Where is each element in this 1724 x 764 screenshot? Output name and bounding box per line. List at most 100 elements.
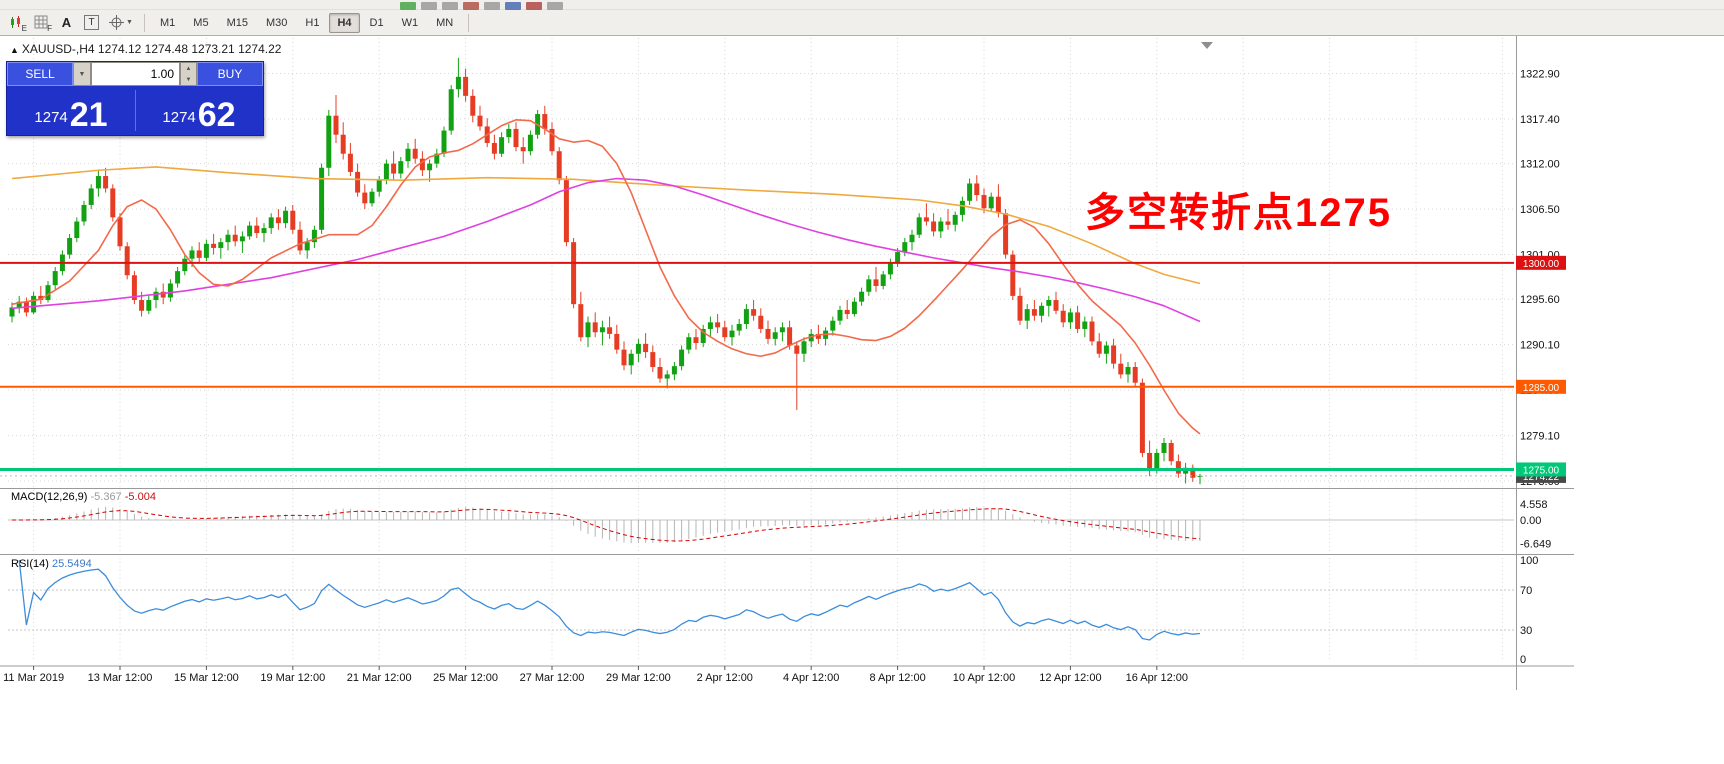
macd-name: MACD(12,26,9) — [11, 491, 88, 503]
grid-icon[interactable]: F — [29, 12, 54, 34]
macd-signal-value: -5.004 — [124, 491, 156, 503]
svg-text:-6.649: -6.649 — [1520, 539, 1551, 551]
ma-slow-orange — [11, 166, 1201, 285]
svg-text:70: 70 — [1520, 585, 1532, 597]
svg-text:1306.50: 1306.50 — [1520, 204, 1560, 216]
buy-price-pips: 62 — [197, 96, 236, 135]
timeframe-button-w1[interactable]: W1 — [401, 16, 419, 29]
time-axis: 11 Mar 2019 13 Mar 12:00 15 Mar 12:00 19 Ma… — [3, 666, 1188, 684]
symbol-ohlc-header: ▲ XAUUSD-,H4 1274.12 1274.48 1273.21 1274… — [10, 42, 281, 56]
clipped-icon — [547, 2, 563, 10]
clipped-icon — [400, 2, 416, 10]
macd-panel — [11, 506, 1201, 544]
timeframe-button-d1[interactable]: D1 — [369, 16, 384, 29]
chart-window-icon[interactable]: E — [4, 12, 29, 34]
ma-mid-magenta — [11, 177, 1201, 323]
svg-text:1274.22: 1274.22 — [1523, 472, 1560, 483]
chart-icon-letter: E — [21, 23, 27, 33]
clipped-icon — [421, 2, 437, 10]
volume-input[interactable]: 1.00 — [91, 62, 180, 86]
timeframe-button-m15[interactable]: M15 — [226, 16, 248, 29]
volume-stepper[interactable]: ▲ ▼ — [180, 62, 197, 86]
macd-indicator-label: MACD(12,26,9) -5.367 -5.004 — [11, 491, 156, 503]
sell-button[interactable]: SELL — [7, 62, 73, 86]
timeframe-button-h1[interactable]: H1 — [305, 16, 320, 29]
svg-text:1290.10: 1290.10 — [1520, 340, 1560, 352]
text-tool-icon[interactable]: T — [79, 12, 104, 34]
svg-text:30: 30 — [1520, 625, 1532, 637]
svg-text:10 Apr 12:00: 10 Apr 12:00 — [953, 672, 1015, 684]
svg-text:27 Mar 12:00: 27 Mar 12:00 — [520, 672, 585, 684]
svg-text:11 Mar 2019: 11 Mar 2019 — [3, 672, 64, 684]
svg-text:1279.10: 1279.10 — [1520, 431, 1560, 443]
toolbar-separator — [468, 13, 470, 32]
svg-text:1275.00: 1275.00 — [1523, 465, 1560, 476]
chevron-down-icon: ▼ — [78, 70, 86, 78]
svg-text:1295.60: 1295.60 — [1520, 294, 1560, 306]
clipped-toolbar-row — [0, 0, 1724, 10]
ma-fast-red — [11, 119, 1201, 435]
svg-text:1300.00: 1300.00 — [1523, 259, 1560, 270]
svg-text:8 Apr 12:00: 8 Apr 12:00 — [869, 672, 925, 684]
sell-price-major: 1274 — [34, 109, 68, 126]
buy-button[interactable]: BUY — [197, 62, 263, 86]
collapse-icon[interactable]: ▲ — [10, 45, 19, 55]
chart-annotation-text[interactable]: 多空转折点1275 — [1085, 191, 1392, 235]
stepper-down-icon[interactable]: ▼ — [185, 76, 192, 83]
symbol-ohlc-text: XAUUSD-,H4 1274.12 1274.48 1273.21 1274.… — [21, 42, 282, 56]
draw-tools-icon[interactable]: ▼ — [104, 12, 138, 34]
toolbar: E F A T ▼ M1 M5 M15 M30 H1 H4 D1 W1 MN — [0, 10, 1724, 36]
timeframe-button-m1[interactable]: M1 — [160, 16, 176, 29]
svg-text:4 Apr 12:00: 4 Apr 12:00 — [783, 672, 839, 684]
rsi-name: RSI(14) — [11, 558, 49, 570]
text-letter: T — [84, 15, 99, 30]
clipped-icon — [526, 2, 542, 10]
chevron-down-icon: ▼ — [126, 19, 133, 26]
svg-text:100: 100 — [1520, 555, 1538, 567]
svg-text:1312.00: 1312.00 — [1520, 159, 1560, 171]
svg-text:15 Mar 12:00: 15 Mar 12:00 — [174, 672, 239, 684]
cursor-tool-icon[interactable]: A — [54, 12, 79, 34]
svg-text:12 Apr 12:00: 12 Apr 12:00 — [1039, 672, 1101, 684]
clipped-icon — [484, 2, 500, 10]
svg-text:0: 0 — [1520, 654, 1526, 666]
toolbar-separator — [144, 13, 145, 32]
macd-main-value: -5.367 — [90, 491, 122, 503]
svg-text:1322.90: 1322.90 — [1520, 69, 1560, 81]
svg-text:0.00: 0.00 — [1520, 515, 1541, 527]
volume-dropdown-button[interactable]: ▼ — [73, 62, 91, 86]
one-click-trading-panel: SELL ▼ 1.00 ▲ ▼ BUY 1274 21 1274 62 — [6, 61, 264, 136]
panel-frame — [0, 36, 1574, 690]
clipped-icon — [442, 2, 458, 10]
timeframe-button-m30[interactable]: M30 — [265, 16, 288, 29]
svg-text:25 Mar 12:00: 25 Mar 12:00 — [433, 672, 498, 684]
buy-price[interactable]: 1274 62 — [135, 86, 263, 135]
svg-text:4.558: 4.558 — [1520, 499, 1548, 511]
clipped-icon — [505, 2, 521, 10]
clipped-icon — [463, 2, 479, 10]
rsi-value: 25.5494 — [51, 558, 92, 570]
cursor-letter: A — [61, 15, 72, 30]
price-divider — [135, 90, 136, 131]
timeframe-button-m5[interactable]: M5 — [193, 16, 209, 29]
timeframe-group: M1 M5 M15 M30 H1 H4 D1 W1 MN — [151, 12, 462, 33]
svg-text:2 Apr 12:00: 2 Apr 12:00 — [697, 672, 753, 684]
svg-text:21 Mar 12:00: 21 Mar 12:00 — [347, 672, 412, 684]
timeframe-button-mn[interactable]: MN — [436, 16, 454, 29]
svg-text:19 Mar 12:00: 19 Mar 12:00 — [260, 672, 325, 684]
svg-text:1285.00: 1285.00 — [1523, 383, 1560, 394]
stepper-up-icon[interactable]: ▲ — [185, 65, 192, 72]
horizontal-lines — [0, 261, 1514, 477]
buy-price-major: 1274 — [162, 109, 196, 126]
price-badges: 1274.22 1300.00 1285.00 1275.00 — [1516, 255, 1566, 483]
price-axis: 1322.901317.401312.001306.501301.001295.… — [1520, 69, 1560, 666]
timeframe-button-h4[interactable]: H4 — [329, 12, 360, 33]
rsi-indicator-label: RSI(14) 25.5494 — [11, 558, 92, 570]
candles — [9, 57, 1203, 485]
sell-price-pips: 21 — [69, 96, 108, 135]
sell-price[interactable]: 1274 21 — [7, 86, 135, 135]
rsi-panel — [18, 559, 1201, 641]
grid-icon-letter: F — [47, 23, 52, 33]
svg-text:29 Mar 12:00: 29 Mar 12:00 — [606, 672, 671, 684]
